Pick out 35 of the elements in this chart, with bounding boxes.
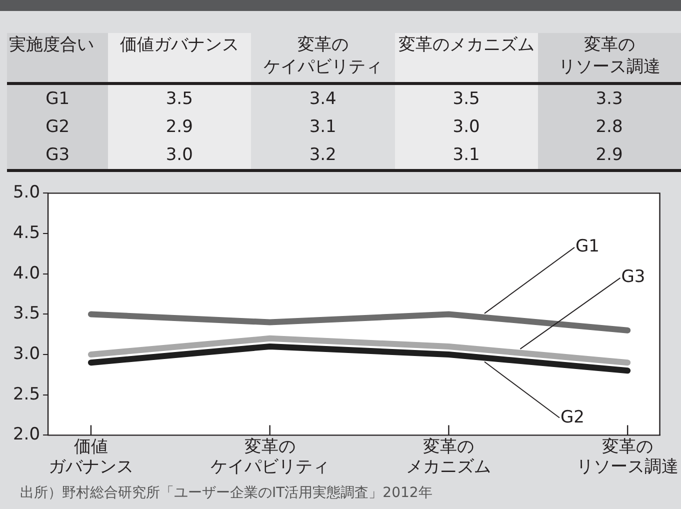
x-tick-label: 価値ガバナンス bbox=[48, 436, 134, 478]
data-label: 2.9 bbox=[538, 141, 681, 170]
y-tick-label: 3.5 bbox=[12, 304, 40, 324]
data-label: 3.0 bbox=[395, 113, 538, 141]
y-tick-label: 4.0 bbox=[12, 263, 40, 284]
category-label: 変革のメカニズム bbox=[398, 35, 534, 55]
y-tick-label: 5.0 bbox=[12, 182, 40, 203]
x-tick-label: 変革のケイパビリティ bbox=[210, 436, 330, 478]
data-label: 2.9 bbox=[108, 113, 251, 141]
text: G3 bbox=[46, 145, 70, 165]
data-label: 3.5 bbox=[108, 84, 251, 113]
y-tick-label: 3.0 bbox=[12, 344, 40, 364]
y-tick-label: 2.0 bbox=[12, 424, 40, 445]
text: G2 bbox=[560, 408, 584, 428]
category-label: 価値ガバナンス bbox=[120, 35, 239, 55]
data-label: 3.5 bbox=[395, 84, 538, 113]
text: G1 bbox=[46, 89, 70, 109]
data-label: 3.4 bbox=[250, 84, 396, 113]
text: G3 bbox=[621, 266, 646, 287]
y-tick-label: 2.5 bbox=[12, 384, 40, 404]
legend-title: 実施度合い bbox=[7, 33, 108, 84]
x-tick-label: 変革のメカニズム bbox=[406, 436, 492, 478]
data-label: 3.2 bbox=[250, 141, 396, 170]
data-label: 2.8 bbox=[538, 113, 681, 141]
text: G2 bbox=[46, 117, 70, 137]
data-label: 3.1 bbox=[395, 141, 538, 170]
data-label: 3.3 bbox=[538, 84, 681, 113]
data-label: 3.0 bbox=[108, 141, 251, 170]
y-tick-label: 4.5 bbox=[12, 222, 40, 243]
text: G1 bbox=[575, 236, 600, 256]
data-label: 3.1 bbox=[250, 113, 396, 141]
x-tick-label: 変革のリソース調達 bbox=[576, 436, 679, 478]
text: 出所）野村総合研究所「ユーザー企業のIT活用実態調査」2012年 bbox=[20, 484, 432, 502]
category-label: 変革のケイパビリティ bbox=[263, 35, 382, 77]
category-label: 変革のリソース調達 bbox=[558, 35, 660, 77]
